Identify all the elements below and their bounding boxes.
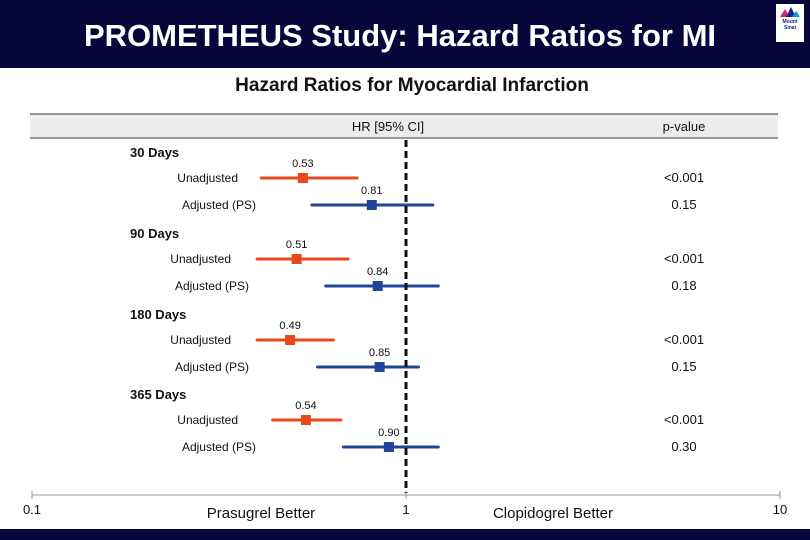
row-label: Unadjusted [170,333,231,347]
p-value: 0.18 [671,278,696,293]
hr-point [300,415,311,425]
logo-mark-icon [780,7,800,17]
row-label: Unadjusted [170,252,231,266]
p-value: <0.001 [664,332,704,347]
x-tick-label: 0.1 [23,502,41,517]
p-value: 0.15 [671,359,696,374]
column-header-band [30,114,778,138]
group-label: 365 Days [130,387,186,402]
row-label: Adjusted (PS) [182,198,256,212]
hr-label: 0.54 [295,400,316,412]
slide-title: PROMETHEUS Study: Hazard Ratios for MI [83,18,717,53]
hr-label: 0.85 [369,347,390,359]
row-label: Adjusted (PS) [175,360,249,374]
group-label: 180 Days [130,307,186,322]
group-label: 90 Days [130,226,179,241]
forest-plot: Hazard Ratios for Myocardial Infarction … [23,75,787,522]
mount-sinai-logo: Mount Sinai [776,4,804,42]
p-value: 0.15 [671,197,696,212]
hr-label: 0.90 [378,427,399,439]
row-label: Adjusted (PS) [175,279,249,293]
chart-title: Hazard Ratios for Myocardial Infarction [235,75,589,96]
group-label: 30 Days [130,145,179,160]
hr-point [297,173,308,183]
hr-point [383,442,394,452]
row-label: Unadjusted [177,171,238,185]
slide-footer [0,529,810,540]
hr-point [285,335,296,345]
hr-label: 0.53 [292,158,313,170]
logo-text: Mount Sinai [782,19,798,31]
row-label: Adjusted (PS) [182,440,256,454]
hr-label: 0.81 [361,185,382,197]
estimate-column-header: HR [95% CI] [352,119,424,134]
x-tick-label: 10 [773,502,787,517]
p-value: <0.001 [664,251,704,266]
hr-point [291,254,302,264]
p-value: <0.001 [664,170,704,185]
hr-point [372,281,383,291]
pvalue-column-header: p-value [663,119,706,134]
slide-header: PROMETHEUS Study: Hazard Ratios for MI M… [0,0,810,68]
hr-point [374,362,385,372]
right-annotation: Clopidogrel Better [493,505,613,522]
p-value: <0.001 [664,412,704,427]
row-label: Unadjusted [177,413,238,427]
x-tick-label: 1 [402,502,409,517]
p-value: 0.30 [671,439,696,454]
hr-label: 0.84 [367,266,388,278]
x-axis-ticks: 0.1 1 10 [23,491,787,517]
left-annotation: Prasugrel Better [207,505,315,522]
hr-point [366,200,377,210]
hr-label: 0.51 [286,239,307,251]
hr-label: 0.49 [279,320,300,332]
plot-rows: 30 Days Unadjusted 0.53 <0.001 Adjusted (PS)… [130,145,704,454]
